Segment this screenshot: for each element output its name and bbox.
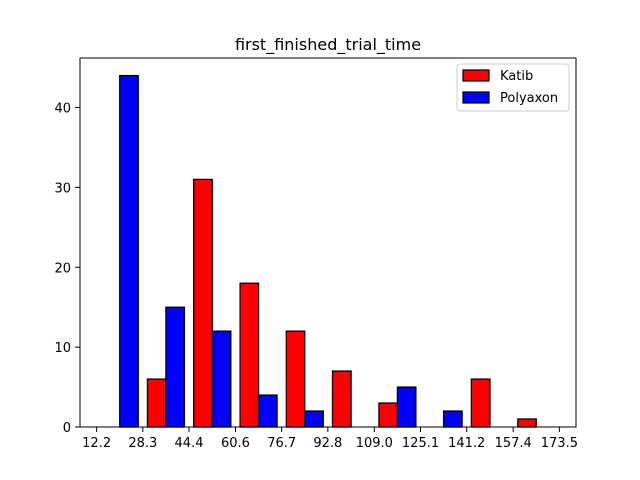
- y-tick-label: 0: [63, 421, 71, 436]
- plot-area-frame: [79, 57, 577, 428]
- bar-katib-bin-9: [517, 418, 537, 428]
- bars-group: [119, 74, 537, 428]
- legend-swatch-katib: [462, 69, 490, 82]
- bar-polyaxon-bin-2: [211, 330, 232, 428]
- bar-polyaxon-bin-0: [119, 74, 139, 428]
- bar-katib-bin-5: [331, 370, 352, 428]
- bar-katib-bin-2: [193, 178, 213, 428]
- x-tick-label: 44.4: [175, 436, 204, 451]
- bar-katib-bin-8: [470, 378, 491, 428]
- x-tick-label: 125.1: [402, 436, 439, 451]
- bar-polyaxon-bin-1: [165, 306, 186, 428]
- legend: Katib Polyaxon: [456, 63, 570, 112]
- y-tick-label: 20: [54, 261, 71, 276]
- bar-polyaxon-bin-4: [304, 410, 324, 428]
- bar-polyaxon-bin-7: [442, 410, 463, 428]
- y-tick-label: 30: [54, 181, 71, 196]
- bar-katib-bin-1: [146, 378, 167, 428]
- y-tick-label: 10: [54, 341, 71, 356]
- legend-swatch-polyaxon: [462, 91, 490, 104]
- x-tick-label: 28.3: [128, 436, 157, 451]
- y-axis: 0 10 20 30 40: [54, 102, 80, 436]
- bar-katib-bin-4: [285, 330, 306, 428]
- bar-katib-bin-3: [239, 282, 260, 428]
- x-tick-label: 141.2: [448, 436, 485, 451]
- x-axis: 12.2 28.3 44.4 60.6 76.7 92.8 109.0 125.1 141.2 1…: [82, 427, 578, 451]
- x-tick-label: 12.2: [82, 436, 111, 451]
- x-tick-label: 109.0: [356, 436, 393, 451]
- bar-polyaxon-bin-3: [257, 394, 278, 428]
- x-tick-label: 157.4: [495, 436, 532, 451]
- legend-label-katib: Katib: [500, 69, 533, 84]
- y-tick-label: 40: [54, 102, 71, 117]
- chart-title: first_finished_trial_time: [235, 35, 421, 55]
- bar-polyaxon-bin-6: [396, 386, 417, 428]
- x-tick-label: 92.8: [313, 436, 342, 451]
- legend-label-polyaxon: Polyaxon: [500, 91, 558, 106]
- x-tick-label: 173.5: [541, 436, 578, 451]
- x-tick-label: 60.6: [221, 436, 250, 451]
- x-tick-label: 76.7: [267, 436, 296, 451]
- bar-katib-bin-6: [378, 402, 399, 428]
